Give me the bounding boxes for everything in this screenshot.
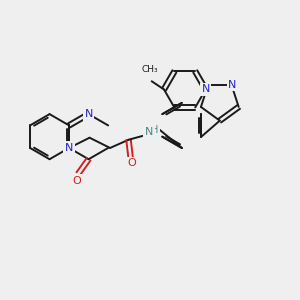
Text: H: H [152, 124, 159, 134]
Text: N: N [228, 80, 237, 90]
Text: N: N [145, 127, 153, 136]
Text: N: N [65, 143, 73, 153]
Text: N: N [202, 84, 210, 94]
Text: CH₃: CH₃ [141, 65, 158, 74]
Text: O: O [72, 176, 81, 186]
Text: O: O [127, 158, 136, 168]
Text: N: N [84, 109, 93, 119]
